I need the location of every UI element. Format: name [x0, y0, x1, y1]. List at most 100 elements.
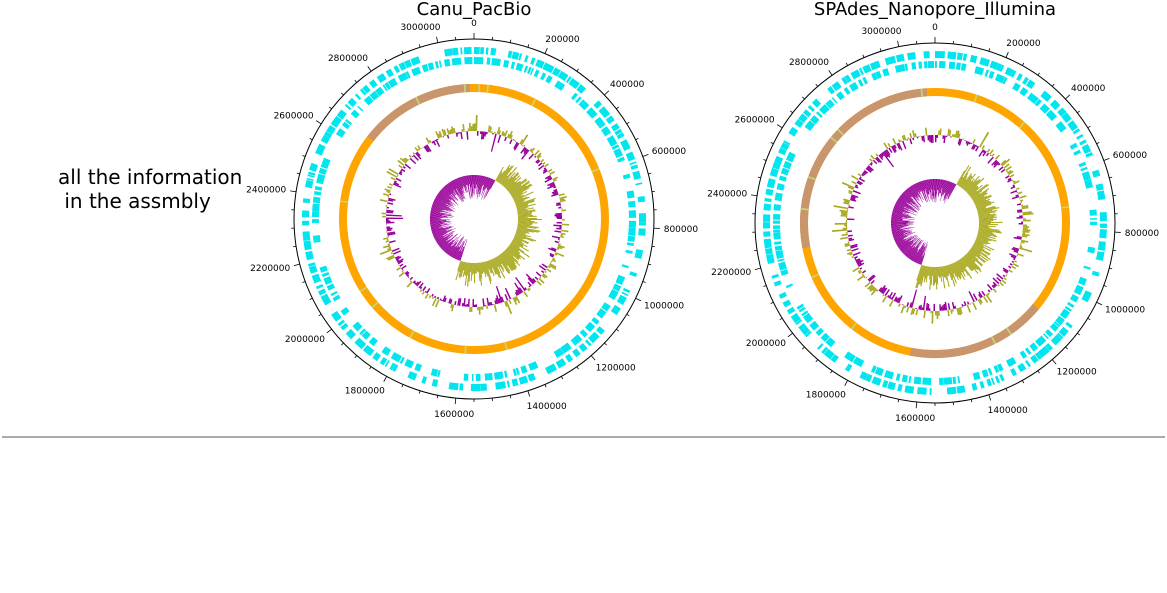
major-tick	[751, 194, 758, 197]
gc-skew-segment	[958, 259, 973, 279]
gc-content-segment	[441, 299, 443, 302]
gc-content-segment	[466, 131, 469, 140]
gc-content-segment	[1001, 158, 1011, 167]
gc-skew-segment	[891, 229, 903, 233]
gc-content-segment	[832, 229, 848, 232]
gc-content-segment	[1012, 262, 1019, 268]
gc-content-segment	[879, 153, 884, 158]
cds-forward-feature	[308, 262, 316, 267]
gc-skew-segment	[468, 262, 471, 282]
gc-content-segment	[909, 138, 913, 145]
gc-content-segment	[851, 180, 857, 185]
cds-forward-feature	[308, 265, 318, 274]
gc-content-segment	[553, 188, 558, 192]
gc-content-segment	[962, 138, 965, 140]
gc-skew-segment	[475, 175, 478, 189]
gc-skew-segment	[504, 250, 515, 262]
gc-content-segment	[458, 298, 462, 306]
gc-skew-segment	[457, 177, 463, 189]
cds-reverse-feature	[987, 367, 993, 376]
gc-content-segment	[464, 304, 467, 307]
gc-content-segment	[884, 150, 891, 158]
gc-skew-segment	[514, 196, 530, 204]
gc-skew-segment	[455, 261, 462, 281]
gc-content-segment	[979, 298, 983, 304]
gc-skew-segment	[430, 219, 441, 221]
gc-skew-segment	[944, 181, 952, 199]
minor-tick	[845, 62, 848, 66]
gc-skew-segment	[896, 235, 912, 245]
gc-content-segment	[1012, 246, 1020, 251]
gc-skew-segment	[432, 225, 454, 235]
gc-content-segment	[386, 229, 392, 232]
cds-forward-feature	[568, 77, 580, 90]
gc-skew-segment	[971, 246, 991, 261]
gc-content-segment	[502, 132, 506, 137]
gc-content-segment	[1000, 159, 1007, 166]
gc-content-segment	[448, 298, 452, 304]
cds-reverse-feature	[553, 347, 564, 359]
cds-forward-feature	[769, 167, 779, 178]
gc-skew-segment	[514, 197, 523, 202]
gc-content-segment	[535, 271, 542, 277]
gc-skew-segment	[464, 175, 468, 185]
gc-skew-segment	[954, 262, 962, 276]
cds-reverse-feature	[612, 283, 622, 292]
minor-tick	[384, 58, 387, 62]
gc-content-segment	[401, 268, 404, 271]
cds-forward-feature	[1067, 120, 1078, 132]
gc-skew-segment	[957, 165, 970, 186]
minor-tick	[341, 92, 344, 96]
gc-skew-segment	[891, 221, 909, 223]
gc-content-segment	[560, 235, 564, 239]
gc-skew-segment	[893, 235, 904, 240]
gc-content-segment	[446, 302, 449, 304]
cds-reverse-feature	[911, 62, 917, 70]
cds-reverse-feature	[523, 65, 529, 73]
gc-content-segment	[509, 139, 513, 145]
gc-content-segment	[855, 259, 861, 263]
gc-skew-segment	[938, 266, 940, 278]
gc-content-segment	[850, 197, 856, 201]
gc-content-segment	[1005, 274, 1008, 277]
gc-content-segment	[856, 181, 862, 186]
cds-forward-feature	[303, 240, 312, 251]
gc-skew-segment	[977, 234, 989, 239]
gc-content-segment	[992, 277, 1000, 285]
minor-tick	[302, 281, 306, 283]
cds-forward-feature	[444, 48, 453, 57]
gc-skew-segment	[925, 179, 930, 195]
gc-skew-segment	[475, 262, 477, 274]
cds-forward-feature	[990, 377, 995, 385]
gc-content-segment	[921, 307, 924, 311]
gc-skew-segment	[477, 262, 479, 273]
gc-content-segment	[495, 295, 500, 304]
cds-reverse-feature	[628, 200, 636, 208]
cds-reverse-feature	[778, 175, 787, 182]
gc-skew-segment	[918, 181, 928, 203]
gc-skew-segment	[975, 239, 987, 245]
gc-skew-segment	[947, 183, 955, 198]
gc-content-segment	[1006, 170, 1009, 173]
gc-skew-segment	[891, 216, 903, 219]
gc-content-segment	[551, 235, 561, 239]
cds-forward-feature	[962, 53, 968, 61]
gc-skew-segment	[903, 191, 916, 205]
gc-skew-segment	[492, 258, 501, 274]
gc-content-segment	[900, 304, 903, 305]
contig-junction	[850, 322, 858, 330]
gc-skew-segment	[431, 208, 452, 214]
cds-reverse-feature	[843, 87, 851, 96]
gc-skew-segment	[473, 262, 474, 274]
gc-skew-segment	[516, 206, 529, 210]
gc-skew-segment	[443, 240, 455, 252]
gc-content-segment	[515, 141, 517, 143]
gc-content-segment	[554, 214, 562, 217]
gc-content-segment	[1017, 191, 1023, 195]
cds-forward-feature	[330, 115, 342, 128]
gc-content-segment	[966, 141, 970, 146]
gc-content-segment	[406, 274, 410, 277]
gc-content-segment	[1009, 173, 1015, 178]
gc-content-segment	[972, 138, 976, 144]
cds-forward-feature	[871, 376, 882, 386]
